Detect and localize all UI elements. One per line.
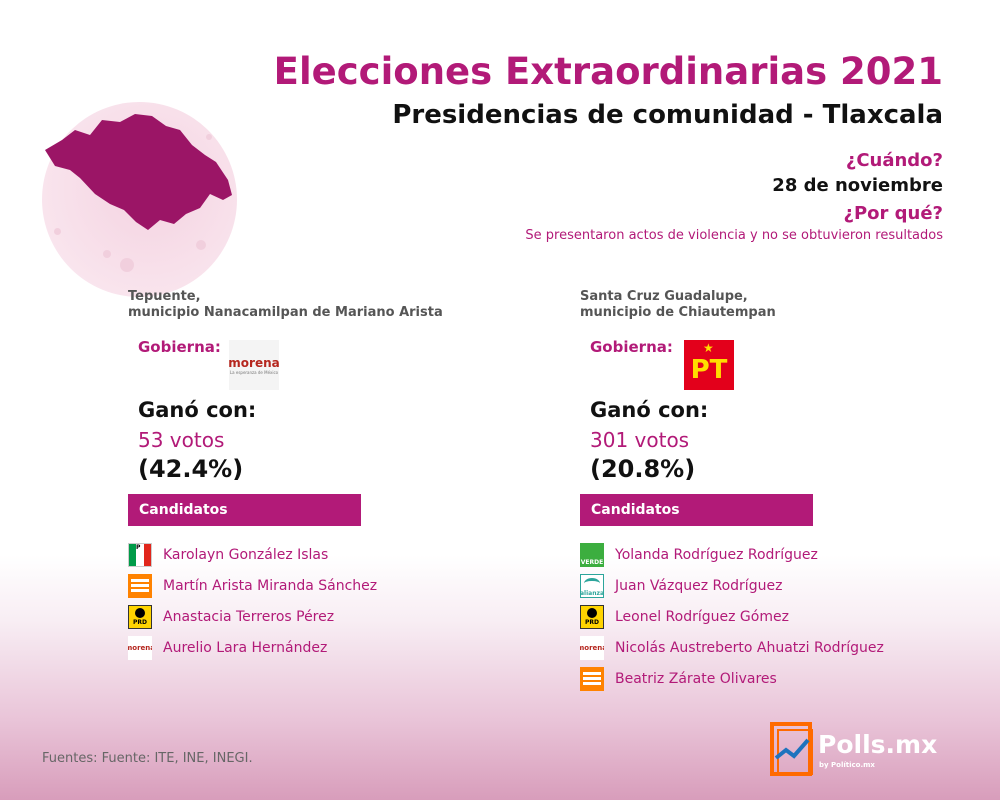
list-item: Martín Arista Miranda Sánchez [128, 570, 377, 601]
decorative-dot [120, 258, 134, 272]
left-governs-label: Gobierna: [138, 338, 221, 356]
morena-logo: morena [580, 635, 604, 660]
decorative-dot [196, 240, 206, 250]
candidate-name: Beatriz Zárate Olivares [615, 670, 777, 687]
page-subtitle: Presidencias de comunidad - Tlaxcala [392, 100, 943, 130]
candidate-name: Leonel Rodríguez Gómez [615, 608, 789, 625]
candidate-name: Nicolás Austreberto Ahuatzi Rodríguez [615, 639, 884, 656]
left-percent: (42.4%) [138, 455, 244, 483]
prd-logo: PRD [128, 604, 152, 629]
list-item: morena Nicolás Austreberto Ahuatzi Rodrí… [580, 632, 884, 663]
candidate-name: Anastacia Terreros Pérez [163, 608, 335, 625]
polls-chart-icon [770, 722, 813, 776]
sources-text: Fuentes: Fuente: ITE, INE, INEGI. [42, 751, 253, 766]
right-governs-label: Gobierna: [590, 338, 673, 356]
decorative-dot [206, 134, 212, 140]
candidate-name: Martín Arista Miranda Sánchez [163, 577, 378, 594]
governing-party-name: morena [228, 355, 280, 370]
right-candidates-header: Candidatos [580, 494, 813, 526]
right-won-label: Ganó con: [590, 398, 709, 422]
page-title: Elecciones Extraordinarias 2021 [273, 50, 943, 93]
star-icon: ★ [703, 341, 714, 355]
candidate-name: Juan Vázquez Rodríguez [615, 577, 783, 594]
left-candidates-header: Candidatos [128, 494, 361, 526]
decorative-dot [103, 250, 111, 258]
pri-logo: P [128, 542, 152, 567]
left-votes: 53 votos [138, 428, 225, 452]
right-candidates-list: VERDE Yolanda Rodríguez Rodríguez alianz… [580, 539, 884, 694]
why-label: ¿Por qué? [843, 203, 944, 224]
list-item: PRD Leonel Rodríguez Gómez [580, 601, 884, 632]
right-location-line1: Santa Cruz Guadalupe, [580, 289, 748, 304]
brand-subtitle: by Político.mx [819, 761, 875, 769]
left-location-line2: municipio Nanacamilpan de Mariano Arista [128, 305, 443, 320]
pt-logo: ★ PT [684, 340, 734, 390]
why-value: Se presentaron actos de violencia y no s… [525, 228, 943, 243]
movimiento-ciudadano-logo [580, 666, 604, 691]
list-item: P Karolayn González Islas [128, 539, 377, 570]
governing-party-tagline: La esperanza de México [229, 369, 279, 375]
decorative-dot [54, 228, 61, 235]
list-item: morena Aurelio Lara Hernández [128, 632, 377, 663]
when-label: ¿Cuándo? [845, 150, 943, 171]
brand-name: Polls.mx [818, 730, 938, 759]
tlaxcala-map-icon [45, 114, 232, 230]
right-location-line2: municipio de Chiautempan [580, 305, 776, 320]
verde-logo: VERDE [580, 542, 604, 567]
list-item: alianza Juan Vázquez Rodríguez [580, 570, 884, 601]
when-value: 28 de noviembre [772, 175, 943, 196]
candidate-name: Aurelio Lara Hernández [163, 639, 328, 656]
candidate-name: Karolayn González Islas [163, 546, 329, 563]
morena-logo: morena La esperanza de México [228, 340, 280, 390]
nueva-alianza-logo: alianza [580, 573, 604, 598]
morena-logo: morena [128, 635, 152, 660]
left-won-label: Ganó con: [138, 398, 257, 422]
prd-logo: PRD [580, 604, 604, 629]
right-percent: (20.8%) [590, 455, 696, 483]
left-candidates-list: P Karolayn González Islas Martín Arista … [128, 539, 377, 663]
movimiento-ciudadano-logo [128, 573, 152, 598]
governing-party-name: PT [690, 355, 728, 385]
left-location-line1: Tepuente, [128, 289, 201, 304]
right-votes: 301 votos [590, 428, 690, 452]
list-item: Beatriz Zárate Olivares [580, 663, 884, 694]
list-item: PRD Anastacia Terreros Pérez [128, 601, 377, 632]
list-item: VERDE Yolanda Rodríguez Rodríguez [580, 539, 884, 570]
candidate-name: Yolanda Rodríguez Rodríguez [615, 546, 818, 563]
